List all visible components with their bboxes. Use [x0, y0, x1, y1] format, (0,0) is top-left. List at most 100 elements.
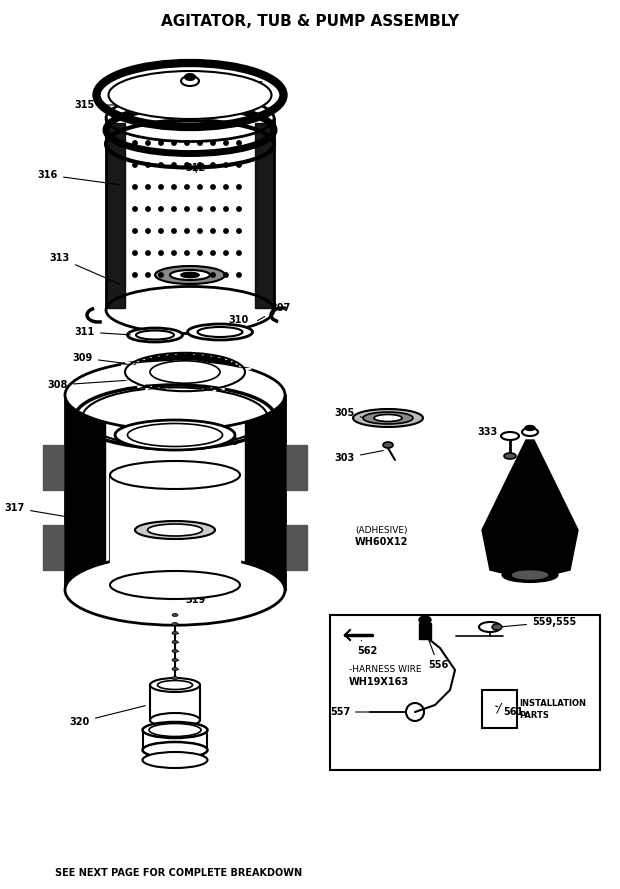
Ellipse shape [172, 677, 178, 679]
Ellipse shape [383, 442, 393, 448]
Polygon shape [127, 354, 243, 390]
Text: 311: 311 [75, 327, 130, 337]
Circle shape [159, 251, 163, 255]
Ellipse shape [172, 631, 178, 635]
Circle shape [133, 207, 137, 212]
Polygon shape [43, 445, 63, 490]
Circle shape [172, 185, 176, 189]
Circle shape [172, 273, 176, 277]
Circle shape [159, 163, 163, 167]
Polygon shape [482, 440, 578, 580]
Text: 312: 312 [185, 163, 205, 173]
Circle shape [211, 140, 215, 145]
Circle shape [159, 207, 163, 212]
Circle shape [198, 140, 202, 145]
Circle shape [224, 251, 228, 255]
Polygon shape [106, 118, 274, 310]
Text: 320: 320 [70, 706, 145, 727]
Circle shape [237, 228, 241, 233]
Text: 305: 305 [335, 408, 362, 418]
Ellipse shape [419, 616, 431, 624]
Ellipse shape [143, 752, 208, 768]
Text: 557: 557 [330, 707, 404, 717]
Circle shape [159, 185, 163, 189]
Circle shape [237, 163, 241, 167]
Circle shape [159, 228, 163, 233]
Circle shape [133, 185, 137, 189]
Circle shape [133, 163, 137, 167]
Text: 556: 556 [428, 641, 448, 670]
Ellipse shape [128, 328, 182, 342]
Ellipse shape [65, 555, 285, 625]
Ellipse shape [172, 622, 178, 626]
Ellipse shape [108, 71, 272, 119]
Bar [419, 623, 431, 639]
Circle shape [146, 140, 150, 145]
Ellipse shape [374, 414, 402, 421]
Circle shape [172, 207, 176, 212]
Ellipse shape [502, 568, 557, 582]
Ellipse shape [106, 286, 274, 333]
Circle shape [237, 207, 241, 212]
Text: /: / [497, 701, 501, 715]
Ellipse shape [110, 461, 240, 489]
Ellipse shape [525, 426, 535, 430]
Circle shape [159, 140, 163, 145]
Ellipse shape [106, 94, 274, 141]
Circle shape [237, 273, 241, 277]
Ellipse shape [172, 613, 178, 616]
Circle shape [211, 273, 215, 277]
Circle shape [198, 251, 202, 255]
Ellipse shape [170, 270, 210, 280]
Circle shape [133, 273, 137, 277]
Ellipse shape [187, 324, 252, 340]
Circle shape [198, 273, 202, 277]
Circle shape [146, 273, 150, 277]
Text: 562: 562 [357, 640, 377, 656]
Text: 307: 307 [257, 303, 290, 321]
Text: INSTALLATION: INSTALLATION [519, 700, 586, 709]
Ellipse shape [150, 713, 200, 727]
Text: 316: 316 [38, 170, 119, 185]
Ellipse shape [150, 678, 200, 692]
Ellipse shape [155, 266, 225, 284]
Circle shape [224, 163, 228, 167]
Text: WH19X163: WH19X163 [349, 677, 409, 687]
Text: 308: 308 [48, 380, 129, 390]
Circle shape [159, 273, 163, 277]
Circle shape [237, 251, 241, 255]
Circle shape [185, 207, 189, 212]
Circle shape [185, 273, 189, 277]
Polygon shape [287, 445, 307, 490]
Text: 303: 303 [335, 451, 383, 463]
Text: WH60X12: WH60X12 [355, 537, 409, 547]
Text: 559,555: 559,555 [502, 617, 576, 627]
Circle shape [224, 185, 228, 189]
Circle shape [146, 251, 150, 255]
Circle shape [224, 140, 228, 145]
Circle shape [172, 140, 176, 145]
Text: 309: 309 [73, 353, 135, 364]
Ellipse shape [115, 420, 235, 450]
Text: 310: 310 [220, 315, 248, 332]
Text: -HARNESS WIRE: -HARNESS WIRE [349, 666, 422, 675]
Circle shape [133, 140, 137, 145]
Ellipse shape [363, 412, 413, 424]
Text: 306: 306 [218, 81, 264, 92]
Circle shape [185, 140, 189, 145]
Ellipse shape [479, 622, 501, 632]
Ellipse shape [143, 742, 208, 758]
Ellipse shape [501, 432, 519, 440]
Ellipse shape [135, 521, 215, 539]
Text: 315: 315 [75, 100, 135, 110]
Text: 333: 333 [478, 427, 504, 438]
Circle shape [224, 228, 228, 233]
Ellipse shape [172, 640, 178, 644]
Text: 300: 300 [532, 492, 560, 517]
Ellipse shape [143, 722, 208, 738]
Polygon shape [110, 475, 240, 585]
Circle shape [224, 273, 228, 277]
Circle shape [185, 251, 189, 255]
Polygon shape [150, 361, 220, 383]
Ellipse shape [181, 273, 199, 277]
